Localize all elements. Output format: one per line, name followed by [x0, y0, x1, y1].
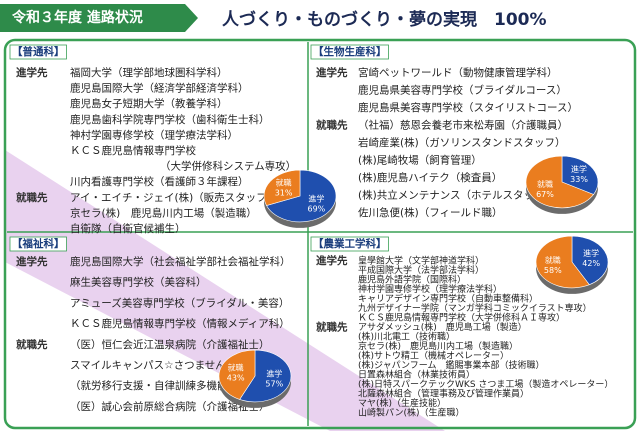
list-item: アサダメッシュ(株) 鹿児島工場（製造）	[358, 321, 527, 333]
list-item: （社福）慈恩会養老市来松寿園（介護職員）	[358, 119, 568, 132]
pie-label: 進学	[266, 369, 282, 379]
list-item: 鹿児島外語学院（国際科）	[358, 274, 466, 286]
section-heading: 【農業工学科】	[313, 237, 387, 250]
section-heading-bg	[9, 236, 67, 252]
list-item: キャリアデザイン専門学校（自動車整備科）	[358, 293, 538, 305]
section-heading-bg	[310, 44, 389, 60]
group-label: 進学先	[316, 254, 348, 267]
list-item: （医）誠心会前原総合病院（介護福祉士）	[70, 400, 270, 413]
list-item: (株)共立メンテナンス（ホテルスタッフ）	[358, 189, 555, 202]
group-label: 就職先	[316, 119, 348, 132]
pie-value-label: 33%	[570, 175, 588, 184]
group-label: 就職先	[16, 191, 48, 204]
group-label: 進学先	[316, 66, 348, 79]
group-label: 進学先	[16, 255, 48, 268]
list-item: マヤ(株)（生産技能）	[358, 397, 446, 409]
group-label: 就職先	[16, 338, 48, 351]
pie-value-label: 69%	[307, 205, 325, 214]
section-heading: 【普通科】	[12, 45, 65, 58]
list-item: (株)日特スパークテックWKS さつま工場（製造オペレーター）	[358, 378, 613, 390]
list-item: (株)尾崎牧場（飼育管理）	[358, 154, 482, 167]
list-item: 鹿児島国際大学（社会福祉学部社会福祉学科）	[70, 255, 291, 268]
list-item: 鹿児島県美容専門学校（スタイリストコース）	[358, 101, 578, 114]
pie-slice	[525, 155, 595, 209]
list-item: (株)サトウ精工（機械オペレーター）	[358, 350, 509, 362]
pie-slice	[263, 169, 301, 206]
header-tab-text: 令和３年度 進路状況	[11, 9, 143, 26]
pie-slice	[561, 155, 599, 195]
list-item: 九州デザイナー学院（マンガ学科コミックイラスト専攻）	[358, 302, 592, 314]
list-item: ＫＣＳ鹿児島情報専門学校	[70, 144, 196, 157]
list-item: 日置森林組合（林業技術員）	[358, 369, 475, 381]
diagonal-stripe	[5, 150, 445, 431]
section-heading: 【生物生産科】	[313, 45, 387, 58]
main-frame	[3, 38, 637, 430]
pie-slice	[218, 349, 256, 400]
list-item: 岩崎産業(株)（ガソリンスタンドスタッフ）	[358, 136, 565, 149]
list-item: 佐川急便(株)（フィールド職）	[358, 206, 502, 219]
list-item: 平成国際大学（法学部法学科）	[358, 264, 484, 276]
pie-label: 就職	[545, 255, 561, 265]
pie-label: 進学	[583, 248, 599, 258]
pie-value-label: 43%	[227, 373, 245, 382]
list-item: （医）恒仁会近江温泉病院（介護福祉士）	[70, 338, 270, 351]
pie-slice	[571, 235, 609, 286]
header-tab	[0, 4, 198, 32]
header-title: 人づくり・ものづくり・夢の実現 100%	[222, 9, 547, 30]
list-item: 宮崎ペットワールド（動物健康管理学科）	[358, 66, 558, 79]
list-item: 福岡大学（理学部地球圏科学科）	[70, 66, 228, 79]
group-label: 就職先	[316, 321, 348, 334]
list-item: （大学併修科システム専攻）	[160, 160, 296, 173]
list-item: (株)ジャパンフーム 鑑賜事業本部（技術職）	[358, 359, 544, 371]
pie-label: 進学	[571, 164, 587, 174]
pie-label: 進学	[308, 194, 324, 204]
list-item: ＫＣＳ鹿児島情報専門学校（情報メディア科）	[70, 317, 290, 330]
pie-label: 就職	[537, 179, 553, 189]
list-item: 川内看護専門学校（看護師３年課程）	[70, 175, 249, 188]
list-item: (株)川北電工（技術職）	[358, 331, 455, 343]
list-item: 自衛隊（自衛官候補生）	[70, 222, 186, 235]
pie-slice	[535, 235, 590, 289]
list-item: 鹿児島県美容専門学校（ブライダルコース）	[358, 84, 567, 97]
pie-value-label: 58%	[544, 266, 562, 275]
list-item: 麻生美容専門学校（美容科）	[70, 276, 207, 289]
pie-value-label: 42%	[582, 259, 600, 268]
list-item: 皇學館大学（文学部神道学科）	[358, 255, 484, 267]
list-item: ＫＣＳ鹿児島情報専門学校（大学併修科ＡＩ専攻）	[358, 312, 565, 324]
section-heading-bg	[310, 236, 389, 252]
group-label: 進学先	[16, 66, 48, 79]
pie-label: 就職	[228, 362, 244, 372]
list-item: 山崎製パン(株)（生産職）	[358, 407, 464, 419]
list-item: アイ・エイチ・ジェイ(株)（販売スタッフ）	[70, 191, 277, 204]
pie-label: 就職	[276, 177, 292, 187]
pie-value-label: 57%	[265, 380, 283, 389]
list-item: 京セラ(株) 鹿児島川内工場（製造職）	[358, 340, 518, 352]
section-heading-bg	[9, 44, 67, 60]
pie-value-label: 67%	[536, 190, 554, 199]
pie-slice	[266, 169, 337, 223]
list-item: (株)鹿児島ハイテク（検査員）	[358, 171, 502, 184]
list-item: 鹿児島女子短期大学（教養学科）	[70, 97, 228, 110]
list-item: スマイルキャンパス☆さつませんだい	[70, 360, 247, 372]
pie-value-label: 31%	[275, 188, 293, 197]
list-item: 北薩森林組合（管理事務及び管理作業員）	[358, 388, 529, 400]
list-item: 神村学園専修学校（理学療法学科）	[358, 283, 502, 295]
list-item: 鹿児島歯科学院専門学校（歯科衛生士科）	[70, 113, 270, 126]
list-item: 京セラ(株) 鹿児島川内工場（製造職）	[70, 206, 257, 219]
list-item: 鹿児島国際大学（経済学部経済学科）	[70, 82, 249, 95]
list-item: アミューズ美容専門学校（ブライダル・美容）	[70, 296, 289, 309]
section-heading: 【福祉科】	[12, 237, 65, 250]
list-item: 神村学園専修学校（理学療法学科）	[70, 128, 238, 141]
pie-slice	[239, 349, 292, 403]
